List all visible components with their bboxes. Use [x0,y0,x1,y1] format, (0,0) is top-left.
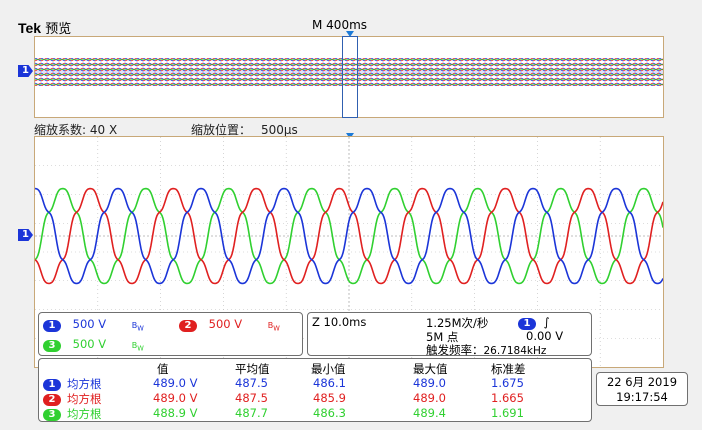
ch3-bw-icon: BW [131,341,144,353]
measurements-panel[interactable]: 值 平均值 最小值 最大值 标准差 1 均方根 489.0 V 487.5 48… [38,358,592,422]
channel-2-setting[interactable]: 2 500 V BW [179,317,280,333]
zoom-time-scale: Z 10.0ms [312,315,367,329]
zoom-window-box[interactable] [342,36,358,118]
zoom-position-value: 500µs [261,123,298,137]
ch3-scale: 500 V [72,337,107,351]
measurement-row-ch2[interactable]: 2 均方根 489.0 V 487.5 485.9 489.0 1.665 [43,391,583,406]
channel-1-setting[interactable]: 1 500 V BW [43,317,144,333]
ch1-ground-marker[interactable]: 1 [18,229,33,241]
ch1-waveform [35,187,663,285]
ch3-waveform [35,187,663,285]
measurement-row-ch3[interactable]: 3 均方根 488.9 V 487.7 486.3 489.4 1.691 [43,406,583,421]
ch2-waveform [35,187,663,285]
date-text: 22 6月 2019 [606,375,678,389]
ch1-badge: 1 [43,320,61,332]
brand-logo: Tek [18,20,42,36]
record-length: 5M 点 [426,330,459,344]
channel-3-setting[interactable]: 3 500 V BW [43,337,144,353]
zoom-position-label: 缩放位置： [191,123,252,137]
datetime-display: 22 6月 2019 19:17:54 [596,372,688,406]
trigger-position-icon [346,31,354,37]
ch2-badge: 2 [179,320,197,332]
ch1-scale: 500 V [72,317,107,331]
zoom-factor: 缩放系数: 40 X [34,123,118,137]
trigger-slope-icon: ∫ [543,315,550,329]
trigger-frequency: 触发频率：26.7184kHz [426,343,547,357]
channel-settings-panel[interactable]: 1 500 V BW 2 500 V BW 3 500 V BW [38,312,303,356]
ch1-overview-marker[interactable]: 1 [18,65,33,77]
sample-rate: 1.25M次/秒 [426,316,489,330]
zoom-info: 缩放系数: 40 X 缩放位置： 500µs [34,121,308,138]
measurement-headers: 值 平均值 最小值 最大值 标准差 [157,362,526,376]
ch1-bw-icon: BW [131,321,144,333]
measurement-row-ch1[interactable]: 1 均方根 489.0 V 487.5 486.1 489.0 1.675 [43,376,583,391]
trigger-source[interactable]: 1 ∫ [518,315,550,330]
acquisition-trigger-panel[interactable]: Z 10.0ms 1.25M次/秒 1 ∫ 5M 点 0.00 V 触发频率：2… [307,312,592,357]
ch3-badge: 3 [43,340,61,352]
mode-label: 预览 [45,22,72,37]
trigger-ch-badge: 1 [518,318,536,330]
brand-header: Tek 预览 [18,18,71,37]
overview-waveform[interactable] [34,36,664,118]
ch2-bw-icon: BW [267,321,280,333]
timebase-readout: M 400ms [312,18,368,32]
time-text: 19:17:54 [616,390,668,404]
trigger-level: 0.00 V [526,329,564,343]
ch2-scale: 500 V [208,317,243,331]
